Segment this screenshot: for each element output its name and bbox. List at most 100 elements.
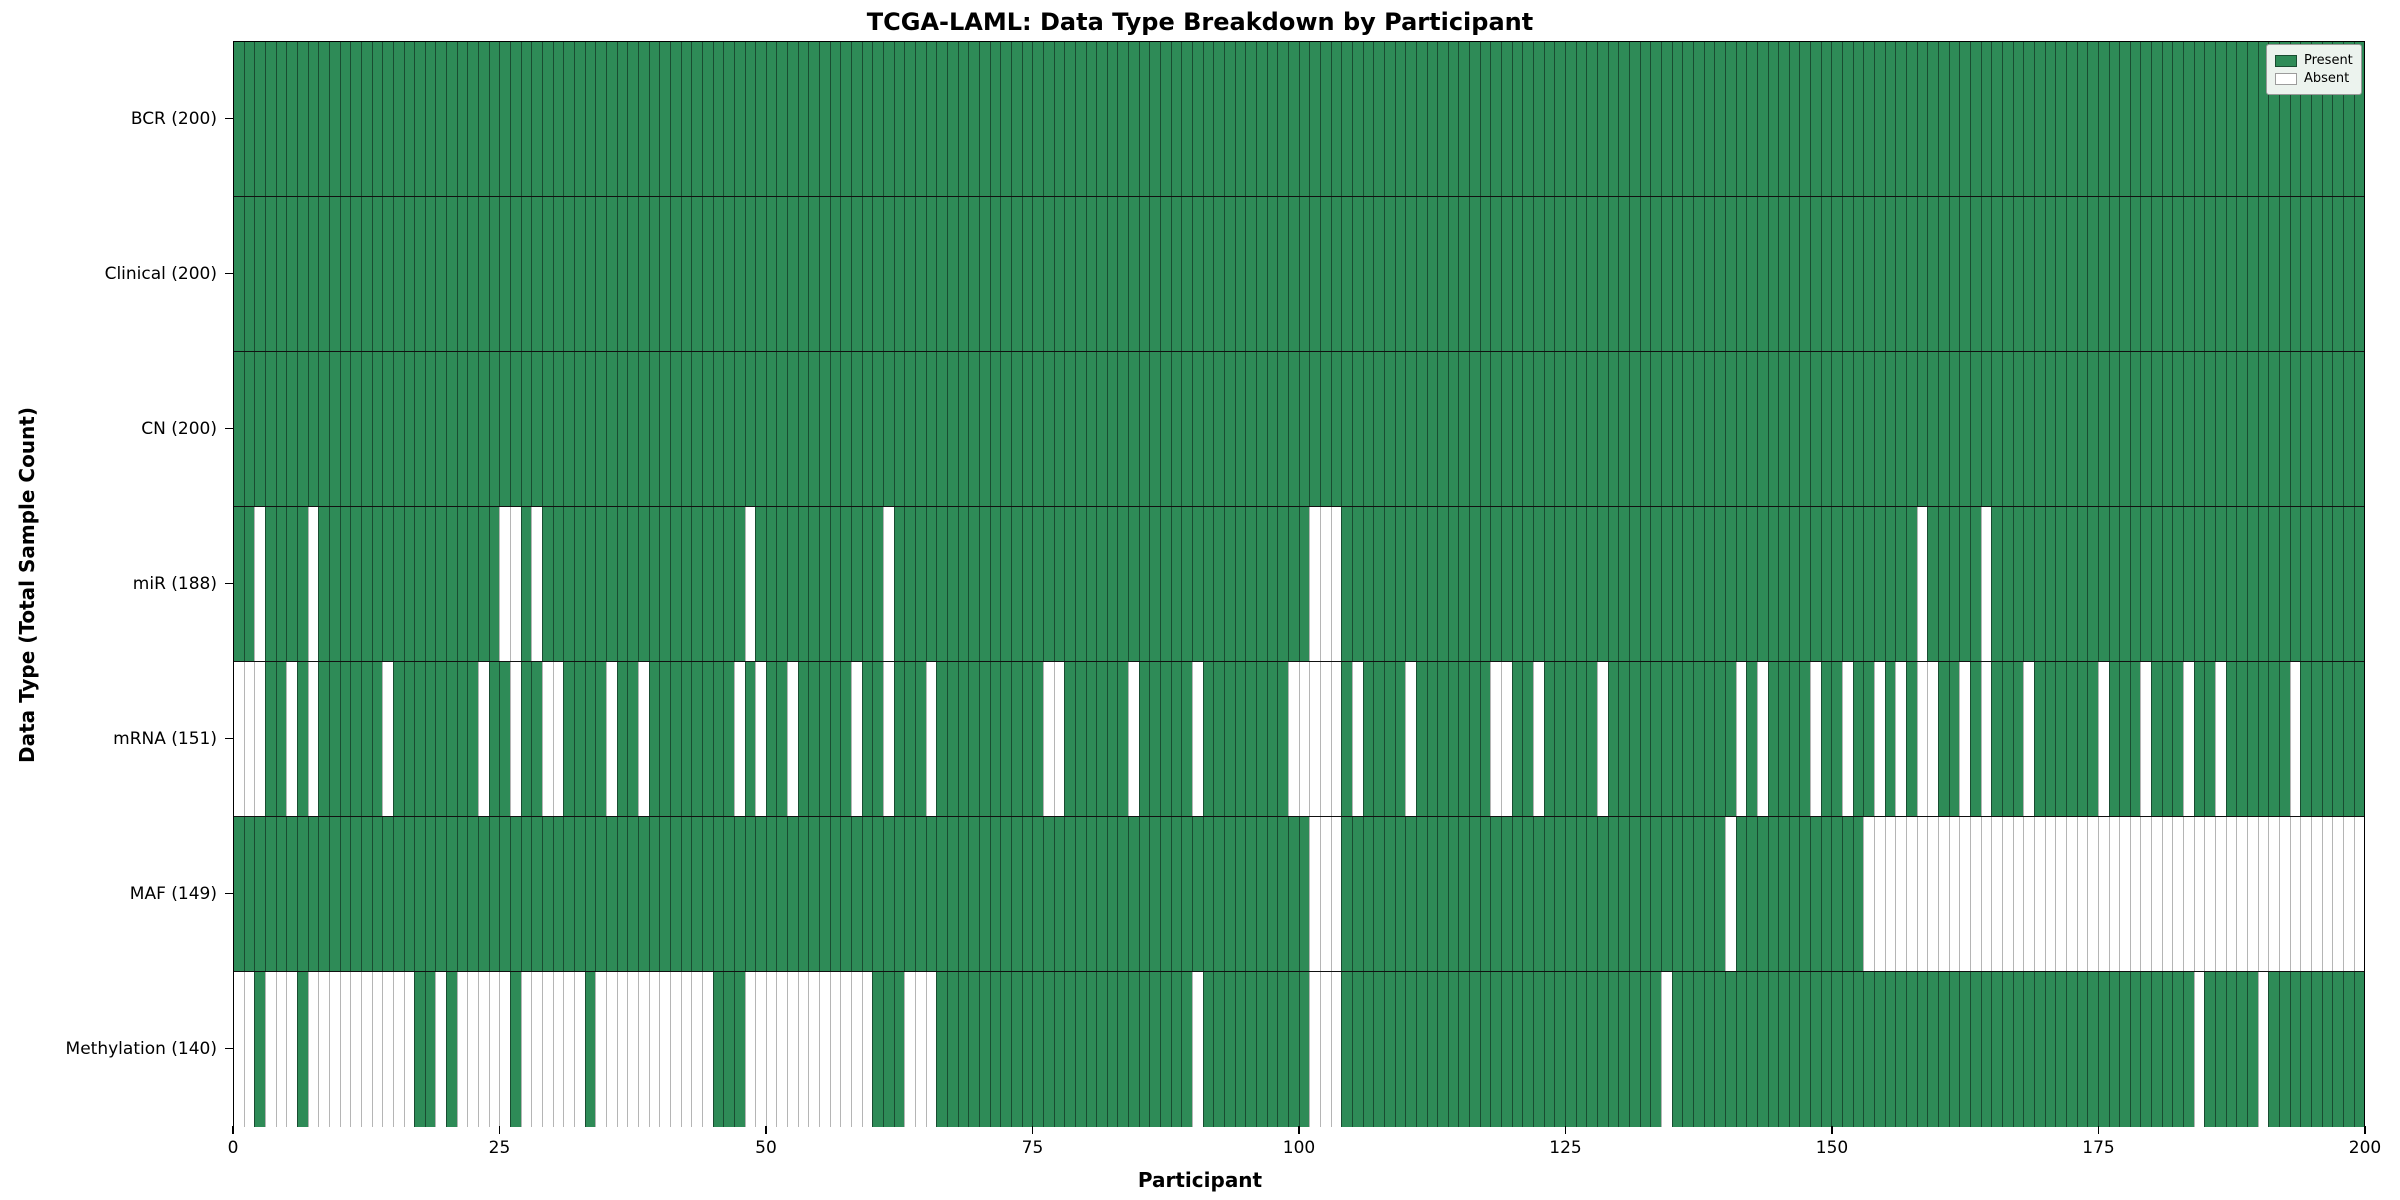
heatmap-cell: [392, 972, 404, 1127]
heatmap-cell: [2215, 352, 2226, 506]
heatmap-cell: [605, 662, 617, 816]
heatmap-cell: [808, 42, 820, 196]
heatmap-cell: [1660, 507, 1672, 661]
heatmap-cell: [893, 352, 905, 506]
heatmap-cell: [435, 507, 447, 661]
y-tick-mark: [225, 1047, 233, 1050]
heatmap-cell: [1991, 42, 2002, 196]
heatmap-cell: [1511, 507, 1523, 661]
heatmap-cell: [1192, 662, 1203, 816]
heatmap-cell: [1682, 662, 1693, 816]
heatmap-cell: [1969, 507, 1981, 661]
heatmap-cell: [1618, 507, 1629, 661]
heatmap-cell: [1021, 42, 1033, 196]
heatmap-cell: [1639, 197, 1651, 351]
heatmap-cell: [328, 42, 340, 196]
heatmap-cell: [840, 352, 852, 506]
heatmap-cell: [1234, 197, 1246, 351]
heatmap-cell: [2055, 817, 2066, 971]
heatmap-cell: [744, 197, 756, 351]
heatmap-cell: [1991, 972, 2002, 1127]
heatmap-cell: [531, 197, 543, 351]
heatmap-cell: [1756, 817, 1768, 971]
heatmap-cell: [1000, 42, 1011, 196]
heatmap-cell: [1096, 817, 1107, 971]
heatmap-cell: [243, 972, 255, 1127]
heatmap-cell: [403, 507, 415, 661]
heatmap-cell: [797, 42, 809, 196]
heatmap-cell: [1565, 817, 1576, 971]
heatmap-cell: [499, 352, 511, 506]
heatmap-cell: [360, 352, 372, 506]
heatmap-cell: [510, 972, 521, 1127]
heatmap-cell: [371, 197, 383, 351]
heatmap-cell: [1842, 817, 1853, 971]
heatmap-cell: [1735, 507, 1747, 661]
heatmap-cell: [1895, 817, 1907, 971]
heatmap-cell: [1458, 352, 1470, 506]
heatmap-cell: [915, 42, 926, 196]
heatmap-cell: [414, 507, 425, 661]
heatmap-cell: [478, 972, 489, 1127]
heatmap-cell: [1330, 507, 1342, 661]
heatmap-cell: [1874, 42, 1885, 196]
heatmap-cell: [1501, 662, 1512, 816]
heatmap-cell: [1831, 352, 1843, 506]
heatmap-cell: [1660, 662, 1672, 816]
heatmap-cell: [1266, 352, 1278, 506]
heatmap-cell: [1607, 972, 1619, 1127]
heatmap-cell: [403, 972, 415, 1127]
heatmap-cell: [755, 662, 766, 816]
heatmap-cell: [1266, 817, 1278, 971]
heatmap-cell: [765, 662, 777, 816]
heatmap-cell: [1458, 817, 1470, 971]
heatmap-cell: [2033, 817, 2045, 971]
heatmap-cell: [1533, 42, 1544, 196]
x-tick-mark: [1564, 1126, 1567, 1134]
heatmap-cell: [840, 972, 852, 1127]
heatmap-cell: [1586, 42, 1597, 196]
heatmap-cell: [1746, 972, 1757, 1127]
heatmap-cell: [1405, 352, 1416, 506]
heatmap-cell: [1788, 42, 1800, 196]
heatmap-cell: [1501, 817, 1512, 971]
heatmap-cell: [499, 507, 511, 661]
heatmap-cell: [1895, 662, 1907, 816]
heatmap-cell: [2108, 972, 2120, 1127]
heatmap-cell: [1362, 352, 1374, 506]
heatmap-cell: [542, 197, 553, 351]
heatmap-cell: [1906, 972, 1917, 1127]
heatmap-cell: [1074, 662, 1086, 816]
heatmap-cell: [1149, 42, 1161, 196]
heatmap-cell: [1117, 197, 1129, 351]
heatmap-cell: [446, 507, 457, 661]
heatmap-cell: [2321, 197, 2333, 351]
heatmap-cell: [691, 42, 702, 196]
heatmap-cell: [1948, 42, 1960, 196]
heatmap-cell: [659, 42, 670, 196]
heatmap-cell: [989, 197, 1001, 351]
heatmap-cell: [669, 507, 681, 661]
heatmap-cell: [797, 507, 809, 661]
heatmap-cell: [627, 972, 638, 1127]
plot-area: [233, 41, 2365, 1127]
heatmap-cell: [1287, 42, 1299, 196]
heatmap-cell: [1842, 352, 1853, 506]
heatmap-cell: [989, 662, 1001, 816]
heatmap-cell: [1373, 507, 1384, 661]
heatmap-cell: [531, 42, 543, 196]
heatmap-cell: [1533, 817, 1544, 971]
heatmap-cell: [1831, 197, 1843, 351]
heatmap-cell: [1618, 352, 1629, 506]
heatmap-cell: [989, 42, 1001, 196]
heatmap-cell: [1319, 817, 1331, 971]
heatmap-cell: [1724, 352, 1736, 506]
heatmap-cell: [371, 972, 383, 1127]
heatmap-cell: [925, 42, 937, 196]
heatmap-cell: [765, 972, 777, 1127]
x-tick-label-175: 175: [2082, 1138, 2115, 1158]
heatmap-cell: [1245, 352, 1256, 506]
heatmap-cell: [531, 662, 543, 816]
heatmap-cell: [520, 42, 532, 196]
heatmap-cell: [648, 662, 660, 816]
